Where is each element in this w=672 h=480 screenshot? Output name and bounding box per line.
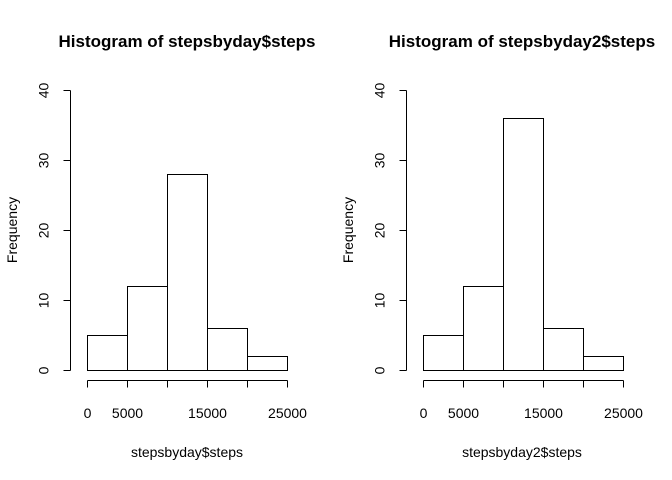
histogram-bar (127, 286, 168, 371)
y-axis-label: Frequency (4, 197, 20, 263)
histogram-bar (87, 335, 128, 371)
histogram-bar (463, 286, 504, 371)
histogram-bar (423, 335, 464, 371)
x-tick-label: 5000 (448, 405, 479, 421)
x-tick-label: 25000 (268, 405, 307, 421)
x-axis-label: stepsbyday$steps (131, 444, 243, 460)
histogram-bar (503, 118, 544, 371)
histogram-bar (207, 328, 248, 371)
x-tick-label: 0 (420, 405, 428, 421)
y-tick-label: 10 (36, 293, 52, 309)
y-tick-label: 20 (36, 223, 52, 239)
x-tick-label: 0 (84, 405, 92, 421)
x-tick-label: 25000 (604, 405, 643, 421)
histogram-bar (543, 328, 584, 371)
y-tick-label: 20 (372, 223, 388, 239)
chart-title: Histogram of stepsbyday2$steps (389, 32, 655, 51)
histogram-bar (167, 174, 208, 371)
x-tick-label: 15000 (524, 405, 563, 421)
x-axis-label: stepsbyday2$steps (462, 444, 582, 460)
y-tick-label: 30 (372, 153, 388, 169)
y-tick-label: 40 (372, 83, 388, 99)
chart-panel-1: Histogram of stepsbyday$steps 0 10 20 30 40 0 5… (4, 32, 315, 460)
chart-title: Histogram of stepsbyday$steps (59, 32, 316, 51)
histogram-bar (583, 356, 624, 371)
histogram-bar (247, 356, 288, 371)
chart-panel-2: Histogram of stepsbyday2$steps 0 10 20 30 40 0… (340, 32, 655, 460)
y-tick-label: 40 (36, 83, 52, 99)
x-tick-label: 5000 (112, 405, 143, 421)
y-tick-label: 10 (372, 293, 388, 309)
y-tick-label: 30 (36, 153, 52, 169)
x-tick-label: 15000 (188, 405, 227, 421)
y-tick-label: 0 (372, 366, 388, 374)
y-tick-label: 0 (36, 366, 52, 374)
y-axis-label: Frequency (340, 197, 356, 263)
